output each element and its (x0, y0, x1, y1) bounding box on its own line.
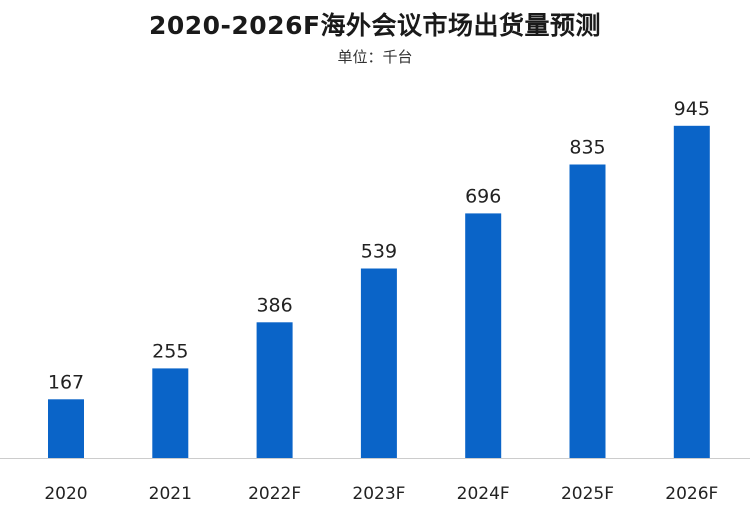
tick-label-2024F: 2024F (457, 484, 510, 504)
tick-label-2023F: 2023F (352, 484, 405, 504)
bar-2025F (569, 164, 606, 458)
bar-2021 (152, 368, 189, 458)
data-label-2022F: 386 (256, 294, 292, 316)
bar-2024F (465, 213, 502, 458)
tick-label-2025F: 2025F (561, 484, 614, 504)
data-label-2020: 167 (48, 371, 84, 393)
chart-subtitle: 单位：千台 (337, 48, 413, 66)
data-label-2024F: 696 (465, 185, 501, 207)
tick-label-2022F: 2022F (248, 484, 301, 504)
data-label-2021: 255 (152, 340, 188, 362)
data-label-2023F: 539 (361, 241, 397, 263)
bar-2026F (673, 125, 710, 459)
bar-2023F (360, 268, 397, 458)
bar-2022F (256, 322, 293, 458)
chart-title: 2020-2026F海外会议市场出货量预测 (148, 11, 602, 40)
tick-label-2020: 2020 (44, 484, 87, 504)
data-label-2026F: 945 (674, 98, 710, 120)
data-label-2025F: 835 (569, 137, 605, 159)
tick-label-2021: 2021 (149, 484, 192, 504)
tick-label-2026F: 2026F (665, 484, 718, 504)
bar-2020 (48, 399, 84, 458)
